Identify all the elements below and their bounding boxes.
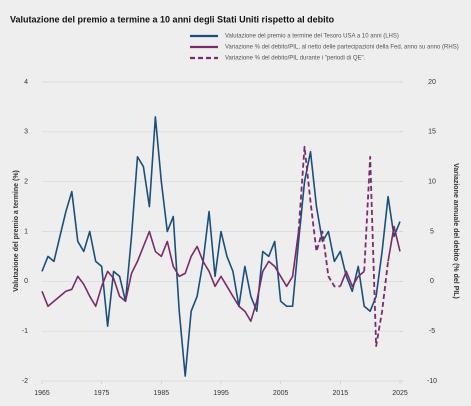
chart-title: Valutazione del premio a termine a 10 an… [10, 14, 335, 24]
y2-tick-label: 0 [430, 278, 434, 285]
y-axis-label: Valutazione del premio a termine (%) [13, 170, 20, 292]
series-line [363, 155, 389, 348]
x-tick-label: 2015 [333, 390, 349, 397]
series-line [41, 230, 300, 322]
series-line [297, 145, 341, 288]
y2-tick-label: -10 [427, 378, 437, 385]
x-tick-label: 1985 [154, 390, 170, 397]
y-tick-label: -1 [22, 328, 28, 335]
y2-tick-label: 15 [428, 129, 436, 136]
y2-tick-label: 5 [430, 228, 434, 235]
legend-label: Variazione % del debito/PIL durante i "p… [225, 56, 366, 62]
y-tick-label: 0 [24, 278, 28, 285]
y2-axis-label: Variazione annuale del debito (% del PIL… [452, 163, 459, 299]
series-line [387, 225, 401, 262]
legend-label: Valutazione del premio a termine del Tes… [225, 34, 399, 40]
legend-label: Variazione % del debito/PIL, al netto de… [225, 45, 459, 51]
x-tick-label: 2005 [273, 390, 289, 397]
x-tick-label: 1965 [34, 390, 50, 397]
y-tick-label: 4 [24, 79, 28, 86]
y2-tick-label: 20 [428, 79, 436, 86]
y-tick-label: 3 [24, 129, 28, 136]
x-tick-label: 2025 [392, 390, 408, 397]
y-tick-label: -2 [22, 378, 28, 385]
x-tick-label: 1975 [94, 390, 110, 397]
series-line [41, 116, 401, 377]
y2-tick-label: 10 [428, 179, 436, 186]
y-tick-label: 2 [24, 179, 28, 186]
x-tick-label: 1995 [213, 390, 229, 397]
y-tick-label: 1 [24, 228, 28, 235]
series-line [339, 270, 365, 288]
y2-tick-label: -5 [429, 328, 435, 335]
